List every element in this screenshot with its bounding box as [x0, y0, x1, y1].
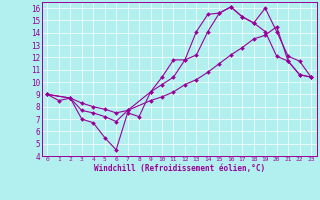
X-axis label: Windchill (Refroidissement éolien,°C): Windchill (Refroidissement éolien,°C) [94, 164, 265, 173]
